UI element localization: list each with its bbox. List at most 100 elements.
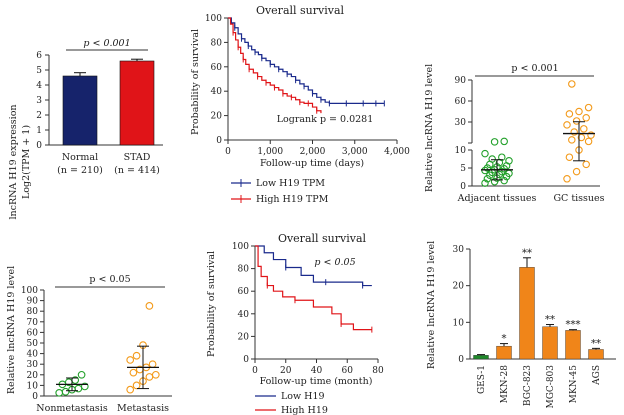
panel-f-category-label: MGC-803 (546, 365, 556, 409)
panel-f-bar (473, 355, 489, 360)
panel-a-pvalue: p < 0.001 (83, 38, 130, 49)
panel-e-ytick-label: 20 (238, 332, 250, 342)
panel-b-ytick-label: 80 (211, 38, 223, 48)
panel-f-bar (496, 345, 512, 360)
panel-f-category-label: MKN-45 (569, 365, 579, 404)
panel-c-point (570, 128, 578, 136)
panel-a-ytick-label: 5 (36, 66, 42, 76)
panel-f-significance: ** (545, 315, 555, 326)
panel-c-ytick-label: 5 (460, 164, 466, 174)
panel-d-ytick-label: 90 (27, 297, 39, 307)
panel-c-point (505, 157, 513, 165)
panel-c-scatter-chart: Relative lncRNA H19 level 0 5 10 30 60 90 p <… (424, 63, 605, 204)
panel-b-title: Overall survival (256, 4, 345, 17)
panel-a-bar (62, 75, 98, 146)
panel-d-cat-nonmetastasis: Nonmetastasis (36, 403, 108, 414)
panel-e-xtick-label: 80 (372, 366, 384, 376)
panel-b-xtick-label: 3,000 (342, 147, 368, 157)
panel-c-point (580, 125, 588, 133)
panel-a-ytick-label: 4 (36, 81, 42, 91)
panel-e-legend-low: Low H19 (281, 391, 325, 402)
panel-b-xtick-label: 4,000 (384, 147, 410, 157)
panel-f-bar (565, 330, 581, 360)
panel-d-ytick-label: 100 (21, 286, 38, 296)
panel-f-ylabel: Relative lncRNA H19 level (426, 241, 437, 369)
panel-f-significance: ** (522, 248, 532, 259)
panel-c-point (568, 80, 576, 88)
panel-c-cat-gc: GC tissues (553, 193, 604, 204)
panel-c-ytick-label: 90 (455, 76, 467, 86)
panel-b-ytick-label: 40 (211, 87, 223, 97)
panel-b-ytick-label: 100 (205, 14, 222, 24)
panel-c-ytick-label: 10 (455, 146, 467, 156)
panel-f-significance: ** (591, 338, 601, 349)
panel-f-bar-chart: Relative lncRNA H19 level 0 10 20 30 GES-1 *… (426, 241, 616, 409)
panel-f-bar (542, 326, 558, 360)
panel-d-point (145, 373, 154, 381)
panel-e-xtick-label: 40 (311, 366, 323, 376)
panel-e-ytick-label: 60 (238, 287, 250, 297)
panel-e-survival-chart: Overall survival Probability of survival… (206, 232, 384, 415)
panel-c-point (490, 138, 499, 146)
panel-c-point (488, 155, 496, 163)
panel-b-logrank: Logrank p = 0.0281 (277, 114, 374, 125)
panel-e-ytick-label: 40 (238, 310, 250, 320)
panel-e-xlabel: Follow-up time (month) (260, 376, 373, 387)
panel-a-ytick-label: 6 (36, 51, 42, 61)
panel-c-point (488, 168, 496, 177)
panel-c-point (498, 153, 506, 161)
panel-e-xtick-label: 60 (342, 366, 354, 376)
panel-b-ytick-label: 20 (211, 112, 223, 122)
panel-d-point (132, 381, 141, 390)
panel-d-pvalue: p < 0.05 (89, 274, 130, 285)
panel-a-ytick-label: 1 (36, 126, 42, 136)
panel-c-ytick-label: 0 (460, 182, 466, 192)
panel-c-point (568, 136, 576, 144)
panel-b-xlabel: Follow-up time (days) (260, 158, 364, 169)
panel-f-ytick-label: 10 (453, 318, 465, 328)
panel-d-point (126, 356, 135, 364)
panel-e-ylabel: Probability of survival (206, 251, 217, 357)
panel-d-point (77, 370, 86, 379)
panel-f-ytick-label: 0 (458, 355, 464, 365)
panel-c-point (481, 149, 489, 158)
panel-a-n-normal: (n = 210) (57, 165, 103, 176)
panel-c-point (500, 137, 508, 146)
panel-f-bar (588, 349, 604, 360)
panel-c-point (500, 176, 508, 185)
panel-e-ytick-label: 100 (232, 242, 249, 252)
panel-a-bar-chart: lncRNA H19 expression Log2(TPM + 1) 0 1 2 3… (8, 38, 163, 220)
panel-f-ytick-label: 30 (453, 245, 465, 255)
panel-c-point (565, 110, 574, 118)
panel-f-bar (519, 267, 535, 360)
panel-e-xtick-label: 0 (252, 366, 258, 376)
panel-d-ytick-label: 20 (27, 371, 39, 381)
panel-b-xtick-label: 2,000 (300, 147, 326, 157)
panel-b-ytick-label: 60 (211, 63, 223, 73)
panel-d-ytick-label: 70 (27, 318, 39, 328)
panel-d-ylabel: Relative lncRNA H19 level (6, 266, 17, 394)
panel-c-point (481, 166, 489, 175)
panel-e-xtick-label: 20 (280, 366, 292, 376)
panel-d-ytick-label: 50 (27, 339, 39, 349)
panel-d-point (148, 360, 157, 369)
panel-d-ytick-label: 40 (27, 350, 39, 360)
panel-c-point (584, 137, 593, 146)
panel-b-ylabel: Probability of survival (190, 29, 201, 135)
panel-b-legend-low: Low H19 TPM (256, 178, 325, 189)
panel-d-point (132, 351, 141, 360)
panel-d-point (61, 387, 70, 396)
panel-d-ytick-label: 10 (27, 381, 39, 391)
panel-a-bar (119, 60, 155, 146)
panel-f-category-label: BGC-823 (523, 365, 533, 406)
panel-d-point (80, 382, 89, 391)
panel-d-cat-metastasis: Metastasis (117, 403, 169, 414)
panel-d-point (129, 368, 138, 377)
panel-c-point (582, 114, 590, 122)
panel-c-point (481, 179, 489, 187)
panel-f-significance: * (502, 334, 507, 345)
panel-b-legend-high: High H19 TPM (256, 194, 329, 205)
panel-f-category-label: GES-1 (477, 365, 487, 394)
panel-a-ylabel-line2: Log2(TPM + 1) (21, 125, 32, 199)
panel-c-point (577, 133, 586, 142)
